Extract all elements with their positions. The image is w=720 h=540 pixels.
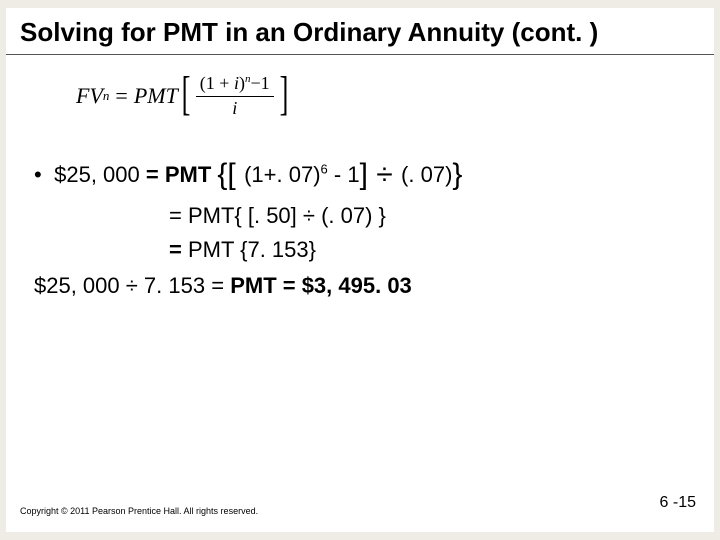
- num-minus: −1: [250, 73, 269, 93]
- slide-title: Solving for PMT in an Ordinary Annuity (…: [6, 8, 714, 55]
- final-a: $25, 000 ÷ 7. 153 =: [34, 273, 230, 298]
- right-bracket-icon: ]: [279, 72, 288, 116]
- calc-line-1: • $25, 000 = PMT {[ (1+. 07)6 - 1] ÷ (. …: [34, 152, 694, 199]
- num-open: (1 +: [200, 73, 234, 93]
- l1-open: {[: [217, 158, 244, 191]
- formula-block: FVn = PMT [ (1 + i)n−1 i ]: [6, 55, 714, 119]
- left-bracket-icon: [: [181, 72, 190, 116]
- slide: Solving for PMT in an Ordinary Annuity (…: [6, 8, 714, 532]
- slide-body: • $25, 000 = PMT {[ (1+. 07)6 - 1] ÷ (. …: [6, 118, 714, 303]
- final-b: PMT = $3, 495. 03: [230, 273, 412, 298]
- l1-div: ÷: [376, 158, 401, 191]
- page-number: 6 -15: [660, 494, 696, 512]
- calc-final: $25, 000 ÷ 7. 153 = PMT = $3, 495. 03: [34, 267, 694, 303]
- l1-close2: }: [452, 158, 462, 191]
- l1-pmteq: = PMT: [146, 162, 218, 187]
- l1-base: (1+. 07): [244, 162, 320, 187]
- l1-lead: $25, 000: [54, 162, 146, 187]
- formula-lhs-var: FV: [76, 83, 103, 109]
- fv-formula: FVn = PMT [ (1 + i)n−1 i ]: [76, 73, 714, 119]
- formula-rhs-var: PMT: [134, 83, 178, 109]
- l1-exp: 6: [321, 162, 328, 177]
- l1-mid: - 1: [328, 162, 360, 187]
- l1-tail: (. 07): [401, 162, 452, 187]
- l1-close1: ]: [360, 158, 377, 191]
- fraction-denominator: i: [232, 97, 237, 119]
- copyright-text: Copyright © 2011 Pearson Prentice Hall. …: [20, 506, 258, 516]
- formula-fraction: (1 + i)n−1 i: [194, 73, 276, 119]
- l3-b: PMT {7. 153}: [188, 237, 316, 262]
- calc-line-3: = PMT {7. 153}: [34, 233, 694, 267]
- bullet-icon: •: [34, 158, 48, 192]
- calc-line-2: = PMT{ [. 50] ÷ (. 07) }: [34, 199, 694, 233]
- formula-eq: =: [109, 83, 133, 109]
- fraction-numerator: (1 + i)n−1: [196, 73, 274, 97]
- l3-a: =: [169, 237, 188, 262]
